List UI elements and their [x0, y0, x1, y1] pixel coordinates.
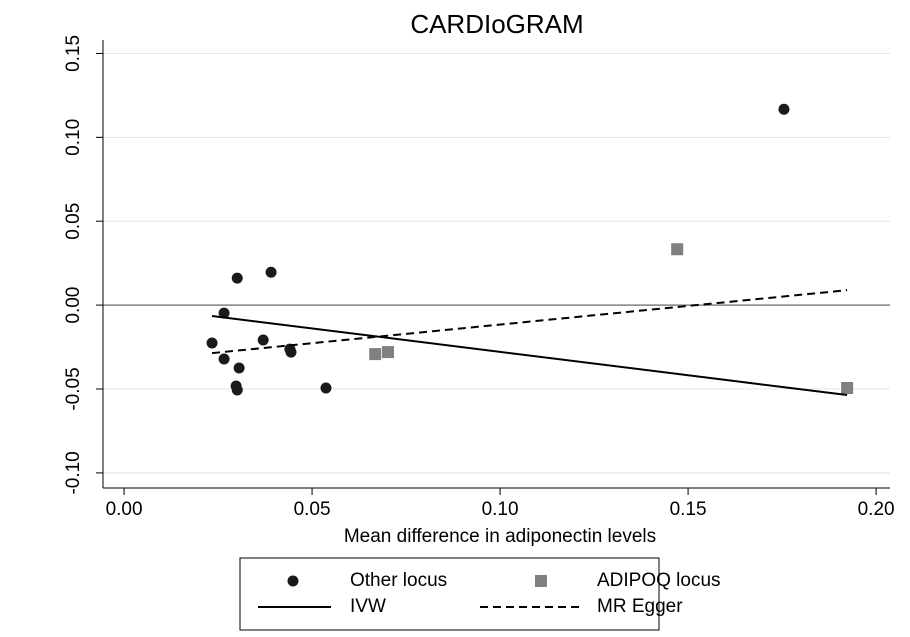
x-tick-label: 0.20	[858, 499, 895, 520]
point	[382, 346, 395, 359]
legend-marker	[535, 575, 547, 587]
x-tick-label: 0.10	[482, 499, 519, 520]
point	[265, 266, 277, 278]
legend-label: IVW	[350, 596, 386, 617]
point	[671, 243, 684, 256]
legend-box	[239, 557, 660, 631]
point	[233, 362, 245, 374]
fit-line	[211, 289, 848, 355]
chart-title: CARDIoGRAM	[410, 9, 583, 39]
point	[257, 334, 269, 346]
y-tick-label: 0.00	[63, 287, 84, 324]
y-tick-label: -0.05	[63, 367, 84, 410]
legend-label: ADIPOQ locus	[597, 570, 721, 591]
point	[369, 348, 382, 361]
x-tick-label: 0.05	[294, 499, 331, 520]
point	[218, 353, 230, 365]
legend-label: MR Egger	[597, 596, 683, 617]
legend-label: Other locus	[350, 570, 447, 591]
x-axis-label: Mean difference in adiponectin levels	[344, 526, 656, 547]
point	[218, 307, 230, 319]
legend-marker	[287, 575, 299, 587]
fit-line	[211, 315, 848, 397]
point	[320, 382, 332, 394]
y-tick-label: 0.10	[63, 119, 84, 156]
point	[285, 346, 297, 358]
y-tick-label: 0.05	[63, 203, 84, 240]
point	[778, 103, 790, 115]
point	[231, 272, 243, 284]
point	[841, 381, 854, 394]
x-tick-label: 0.15	[670, 499, 707, 520]
point	[231, 384, 243, 396]
x-tick-label: 0.00	[106, 499, 143, 520]
y-tick-label: 0.15	[63, 35, 84, 72]
point	[206, 337, 218, 349]
y-tick-label: -0.10	[63, 451, 84, 494]
